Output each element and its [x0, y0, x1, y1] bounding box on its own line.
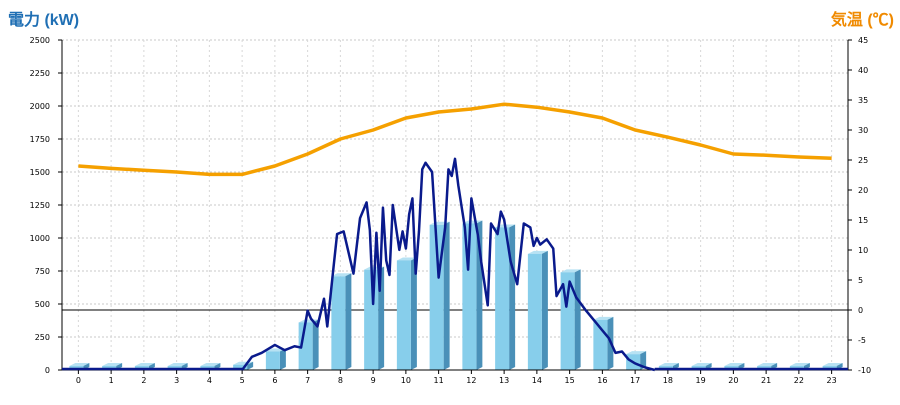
y-right-tick-label: 40: [858, 66, 868, 75]
x-tick-label: 4: [207, 376, 212, 385]
x-tick-label: 20: [728, 376, 738, 385]
x-tick-label: 19: [696, 376, 706, 385]
x-tick-label: 14: [532, 376, 542, 385]
y-right-tick-label: -5: [858, 336, 866, 345]
x-tick-label: 7: [305, 376, 310, 385]
x-tick-label: 11: [434, 376, 444, 385]
x-tick-label: 23: [827, 376, 837, 385]
bar-top: [626, 351, 647, 355]
bar: [527, 253, 542, 370]
y-axis-right-title: 気温 (℃): [830, 12, 894, 29]
x-tick-label: 10: [401, 376, 411, 385]
bar: [462, 223, 477, 370]
y-left-tick-label: 2250: [30, 69, 50, 78]
x-tick-label: 12: [466, 376, 476, 385]
y-right-tick-label: 30: [858, 126, 868, 135]
x-tick-label: 13: [499, 376, 509, 385]
bar-top: [396, 257, 417, 261]
y-left-tick-label: 750: [35, 267, 50, 276]
bar-side: [509, 224, 516, 370]
y-left-tick-label: 2000: [30, 102, 50, 111]
y-right-tick-label: 15: [858, 216, 868, 225]
bar-top: [167, 363, 188, 367]
x-tick-label: 2: [141, 376, 146, 385]
y-right-tick-label: 0: [858, 306, 863, 315]
x-tick-label: 18: [663, 376, 673, 385]
x-tick-label: 9: [371, 376, 376, 385]
power-line: [241, 157, 656, 372]
bar-top: [200, 363, 221, 367]
bar-top: [593, 316, 614, 320]
y-left-tick-label: 1250: [30, 201, 50, 210]
y-right-tick-label: 25: [858, 156, 868, 165]
bar: [495, 227, 510, 370]
bar-top: [462, 220, 483, 224]
bar-top: [102, 363, 123, 367]
bar-top: [560, 269, 581, 273]
bar-top: [822, 363, 843, 367]
bar: [396, 260, 411, 370]
x-tick-label: 22: [794, 376, 804, 385]
temperature-line: [78, 102, 832, 177]
x-tick-label: 21: [761, 376, 771, 385]
bar: [298, 322, 313, 370]
y-right-tick-label: -10: [858, 366, 871, 375]
bar-side: [410, 257, 417, 370]
bar-top: [134, 363, 155, 367]
bar-side: [247, 361, 254, 370]
bar-top: [658, 363, 679, 367]
bar-top: [789, 363, 810, 367]
bar: [233, 364, 248, 370]
y-left-tick-label: 1750: [30, 135, 50, 144]
bar: [265, 351, 280, 370]
x-tick-label: 1: [109, 376, 114, 385]
x-tick-label: 6: [272, 376, 277, 385]
bar-side: [378, 266, 385, 370]
bar-top: [527, 250, 548, 254]
bar-side: [541, 250, 548, 370]
bar-side: [574, 269, 581, 370]
bar-top: [331, 273, 352, 277]
x-tick-label: 15: [565, 376, 575, 385]
x-tick-label: 3: [174, 376, 179, 385]
bar-top: [691, 363, 712, 367]
y-right-tick-label: 20: [858, 186, 868, 195]
x-tick-label: 16: [597, 376, 607, 385]
bar-top: [724, 363, 745, 367]
x-tick-label: 0: [76, 376, 81, 385]
y-right-tick-label: 35: [858, 96, 868, 105]
y-left-tick-label: 2500: [30, 36, 50, 45]
bar-side: [443, 221, 450, 370]
y-axis-left-title: 電力 (kW): [8, 12, 80, 29]
y-right-tick-label: 45: [858, 36, 868, 45]
y-left-tick-label: 1000: [30, 234, 50, 243]
y-right-tick-label: 10: [858, 246, 868, 255]
y-left-tick-label: 250: [35, 333, 50, 342]
bar-side: [312, 319, 319, 370]
bar: [331, 276, 346, 370]
x-tick-label: 17: [630, 376, 640, 385]
y-left-tick-label: 0: [45, 366, 50, 375]
y-left-tick-label: 1500: [30, 168, 50, 177]
bar-side: [345, 273, 352, 370]
bar-top: [757, 363, 778, 367]
x-tick-label: 5: [240, 376, 245, 385]
y-left-tick-label: 500: [35, 300, 50, 309]
bar-top: [69, 363, 90, 367]
bar-side: [279, 348, 286, 370]
y-right-tick-label: 5: [858, 276, 863, 285]
x-tick-label: 8: [338, 376, 343, 385]
